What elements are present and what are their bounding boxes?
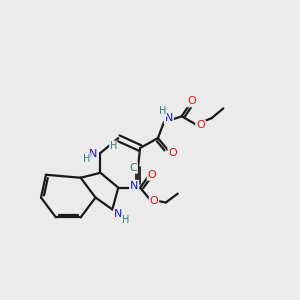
Text: N: N <box>89 149 98 159</box>
Text: N: N <box>130 181 138 191</box>
Text: O: O <box>196 120 205 130</box>
Text: O: O <box>168 148 177 158</box>
Text: N: N <box>165 113 173 123</box>
Text: N: N <box>114 209 122 219</box>
Text: H: H <box>159 106 167 116</box>
Text: C: C <box>129 163 137 173</box>
Text: H: H <box>83 154 90 164</box>
Text: O: O <box>150 196 158 206</box>
Text: H: H <box>122 215 129 225</box>
Text: O: O <box>187 97 196 106</box>
Text: H: H <box>110 141 117 151</box>
Text: O: O <box>148 170 156 180</box>
